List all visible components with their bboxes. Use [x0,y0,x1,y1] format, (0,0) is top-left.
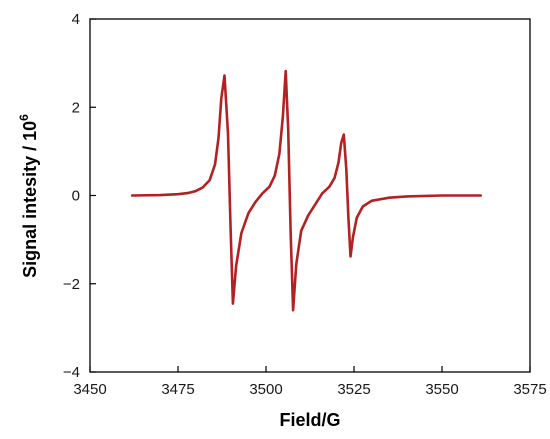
spectrum-line [130,69,483,312]
x-tick-label: 3500 [249,381,282,398]
y-axis-title-exponent: 6 [17,114,31,121]
x-axis-ticks: 3450 3475 3500 3525 3550 3575 [73,366,547,398]
y-axis-title: Signal intesity / 106 [17,114,40,278]
x-tick-label: 3475 [161,381,194,398]
y-tick-label: −2 [63,276,80,293]
y-tick-label: 2 [72,99,80,116]
y-tick-label: −4 [63,364,80,381]
x-tick-label: 3525 [337,381,370,398]
y-tick-label: 4 [72,11,80,28]
y-axis-title-main: Signal intesity / 10 [20,121,40,278]
series-layer [130,69,483,312]
x-tick-label: 3575 [513,381,546,398]
x-tick-label: 3550 [425,381,458,398]
y-axis-ticks: −4 −2 0 2 4 [63,11,96,381]
x-axis-title: Field/G [279,410,340,430]
y-tick-label: 0 [72,188,80,205]
x-tick-label: 3450 [73,381,106,398]
